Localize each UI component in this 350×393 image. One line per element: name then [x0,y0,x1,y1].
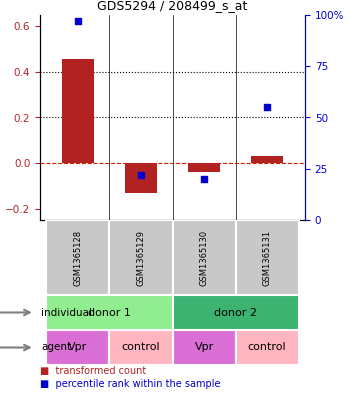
Text: ■  percentile rank within the sample: ■ percentile rank within the sample [40,379,220,389]
Point [264,104,270,110]
Text: agent: agent [41,343,71,353]
Bar [173,220,236,295]
Text: donor 2: donor 2 [214,307,257,318]
Bar [110,330,173,365]
Bar [46,330,110,365]
Text: GSM1365131: GSM1365131 [262,230,272,286]
Point [138,172,144,178]
Text: GSM1365128: GSM1365128 [74,230,82,286]
Bar [251,156,283,163]
Bar [173,330,236,365]
Title: GDS5294 / 208499_s_at: GDS5294 / 208499_s_at [97,0,248,13]
Bar [62,59,94,163]
Bar [188,163,220,172]
Text: GSM1365130: GSM1365130 [199,230,209,286]
Bar [173,295,299,330]
Text: donor 1: donor 1 [88,307,131,318]
Text: Vpr: Vpr [194,343,214,353]
Point [201,176,207,182]
Text: ■  transformed count: ■ transformed count [40,366,146,376]
Text: GSM1365129: GSM1365129 [136,230,146,285]
Bar [46,295,173,330]
Text: individual: individual [41,307,92,318]
Text: control: control [122,343,160,353]
Bar [110,220,173,295]
Bar [46,220,110,295]
Bar [125,163,157,193]
Bar [236,330,299,365]
Text: Vpr: Vpr [68,343,88,353]
Point [75,18,80,24]
Bar [236,220,299,295]
Text: control: control [248,343,286,353]
